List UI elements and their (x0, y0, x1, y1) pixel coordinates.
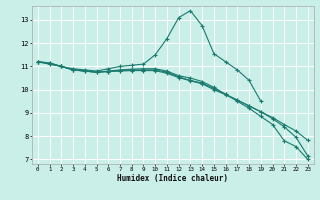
X-axis label: Humidex (Indice chaleur): Humidex (Indice chaleur) (117, 174, 228, 183)
